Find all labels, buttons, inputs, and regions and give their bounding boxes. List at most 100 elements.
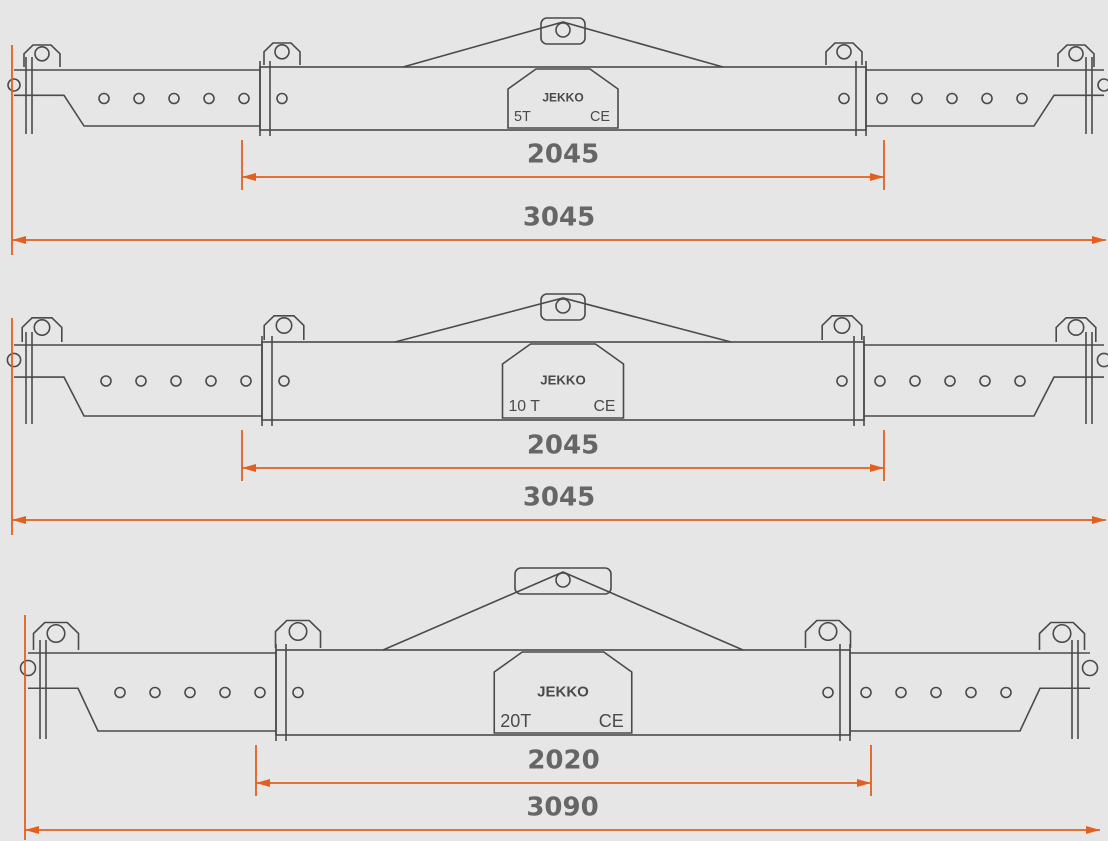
adjust-hole: [875, 376, 885, 386]
lifting-eye: [1058, 45, 1094, 67]
bolt: [293, 688, 303, 698]
eye-hole: [275, 45, 289, 59]
arrow-head: [12, 236, 26, 244]
pin: [1098, 79, 1108, 91]
adjust-hole: [206, 376, 216, 386]
pin: [8, 79, 20, 91]
adjust-hole: [241, 376, 251, 386]
arrow-head: [870, 464, 884, 472]
extension: [28, 688, 276, 731]
shackle-hole: [556, 299, 570, 313]
pin: [1083, 661, 1098, 676]
adjust-hole: [896, 688, 906, 698]
brand-logo: JEKKO: [542, 91, 583, 105]
eye-hole: [837, 45, 851, 59]
eye-hole: [1068, 320, 1083, 335]
adjust-hole: [99, 94, 109, 104]
adjust-hole: [945, 376, 955, 386]
adjust-hole: [136, 376, 146, 386]
pin: [21, 661, 36, 676]
adjust-hole: [185, 688, 195, 698]
adjust-hole: [1017, 94, 1027, 104]
beam: JEKKO 10 T CE: [7, 294, 1108, 426]
bolt: [839, 94, 849, 104]
inner-dimension: 2020: [527, 746, 599, 776]
bolt: [277, 94, 287, 104]
shackle-hole: [556, 23, 570, 37]
lifting-eye: [822, 316, 862, 340]
lifting-eye: [22, 318, 62, 342]
capacity-label: 10 T: [509, 398, 541, 415]
bolt: [837, 376, 847, 386]
adjust-hole: [239, 94, 249, 104]
lifting-eye: [264, 316, 304, 340]
arrow-head: [256, 779, 270, 787]
inner-dimension: 2045: [527, 140, 599, 170]
adjust-hole: [877, 94, 887, 104]
ce-mark: CE: [594, 398, 616, 415]
ce-mark: CE: [590, 109, 610, 125]
eye-hole: [1053, 625, 1071, 643]
outer-dimension: 3045: [523, 203, 595, 233]
adjust-hole: [966, 688, 976, 698]
adjust-hole: [150, 688, 160, 698]
sling-plate: [383, 572, 743, 650]
adjust-hole: [220, 688, 230, 698]
adjust-hole: [947, 94, 957, 104]
adjust-hole: [1001, 688, 1011, 698]
beam-drawings: JEKKO 5T CE 2045 3045 JEKKO 10 T CE 2045 3045 JEKK…: [0, 0, 1108, 841]
brand-logo: JEKKO: [540, 372, 585, 387]
adjust-hole: [861, 688, 871, 698]
ce-mark: CE: [599, 711, 624, 731]
bolt: [823, 688, 833, 698]
eye-hole: [47, 625, 65, 643]
extension: [866, 95, 1104, 126]
adjust-hole: [1015, 376, 1025, 386]
arrow-head: [12, 516, 26, 524]
extension: [850, 688, 1090, 731]
eye-hole: [1069, 47, 1083, 61]
eye-hole: [289, 623, 307, 641]
beam: JEKKO 5T CE: [8, 18, 1108, 136]
arrow-head: [1092, 516, 1106, 524]
capacity-label: 5T: [514, 109, 531, 125]
eye-hole: [35, 47, 49, 61]
extension: [864, 377, 1104, 416]
lifting-eye: [1056, 318, 1096, 342]
lifting-eye: [24, 45, 60, 67]
adjust-hole: [982, 94, 992, 104]
eye-hole: [276, 318, 291, 333]
adjust-hole: [169, 94, 179, 104]
pin: [7, 353, 20, 366]
arrow-head: [25, 826, 39, 834]
adjust-hole: [255, 688, 265, 698]
page: {"beams": [ {"capacity": "5T", "mark": "…: [0, 0, 1108, 841]
eye-hole: [834, 318, 849, 333]
arrow-head: [1086, 826, 1100, 834]
adjust-hole: [204, 94, 214, 104]
adjust-hole: [980, 376, 990, 386]
pin: [1097, 353, 1108, 366]
eye-hole: [819, 623, 837, 641]
beam: JEKKO 20T CE: [21, 568, 1098, 741]
outer-dimension: 3090: [526, 793, 598, 823]
outer-dimension: 3045: [523, 483, 595, 513]
arrow-head: [242, 464, 256, 472]
adjust-hole: [134, 94, 144, 104]
extension: [14, 95, 260, 126]
adjust-hole: [115, 688, 125, 698]
adjust-hole: [910, 376, 920, 386]
adjust-hole: [912, 94, 922, 104]
capacity-label: 20T: [500, 711, 531, 731]
arrow-head: [870, 173, 884, 181]
eye-hole: [34, 320, 49, 335]
adjust-hole: [931, 688, 941, 698]
arrow-head: [1092, 236, 1106, 244]
brand-logo: JEKKO: [537, 683, 589, 700]
adjust-hole: [101, 376, 111, 386]
extension: [14, 377, 262, 416]
bolt: [279, 376, 289, 386]
inner-dimension: 2045: [527, 431, 599, 461]
arrow-head: [857, 779, 871, 787]
lifting-eye: [276, 621, 321, 649]
